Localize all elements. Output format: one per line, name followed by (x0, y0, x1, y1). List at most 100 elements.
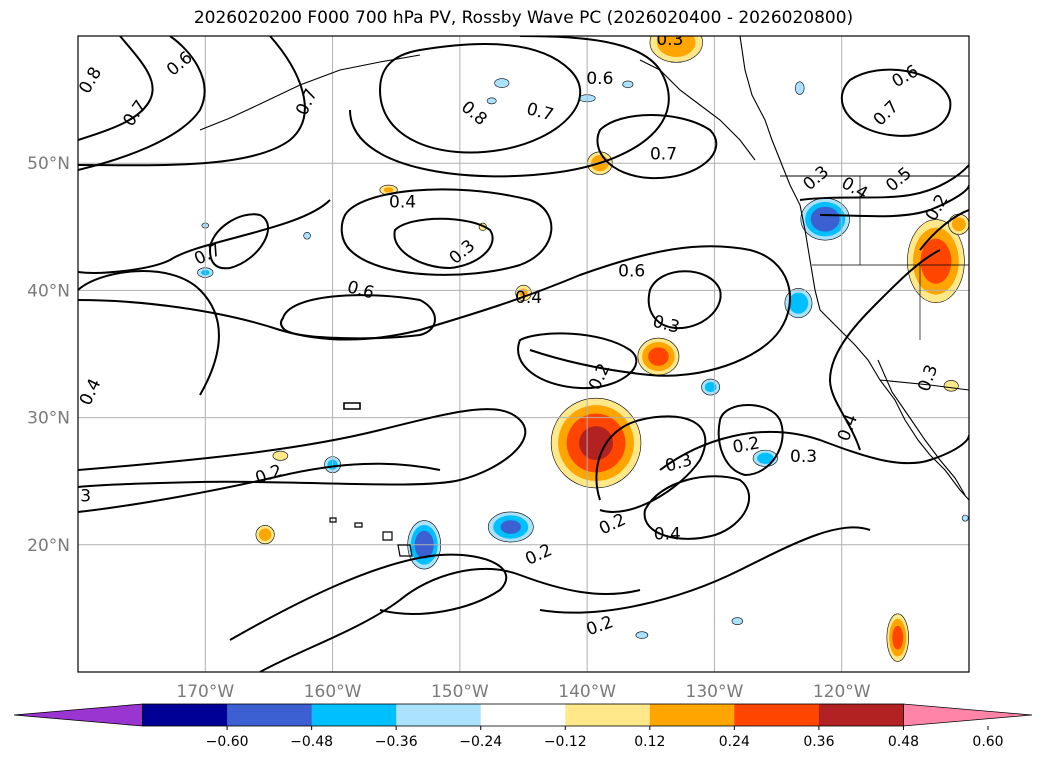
pv-contour-label: 3 (80, 486, 91, 506)
pv-contour-0p6-mid (78, 199, 331, 274)
colorbar-tick-label: −0.60 (206, 734, 249, 750)
pv-contour-0p5-northeast (799, 164, 969, 201)
pv-contour-label: 0.3 (650, 312, 681, 338)
pv-contour-0p4-northeast (819, 184, 969, 218)
pc-blob-29-level-0 (486, 97, 497, 105)
pv-contour-label: 0.7 (524, 99, 555, 125)
lat-tick-label: 40°N (27, 281, 70, 301)
pv-contour-label: 0.3 (799, 162, 833, 195)
pv-contour-label: 0.7 (191, 240, 224, 270)
pv-contour-0p7-north (78, 36, 206, 171)
map-frame (77, 35, 970, 673)
pv-contour-label: 0.4 (76, 376, 106, 409)
pc-blob-13-level-2 (810, 206, 840, 232)
pc-blob-18-level-1 (704, 381, 717, 393)
pc-blob-25-level-0 (731, 617, 744, 626)
lat-tick-label: 50°N (27, 154, 70, 174)
pc-blob-10-level-1 (951, 217, 966, 232)
colorbar-outline (142, 703, 904, 727)
pv-contour-0p7-mid (349, 36, 670, 178)
grid-layer (78, 36, 969, 672)
colorbar-tick-label: 0.12 (634, 734, 665, 750)
pv-contour-label: 0.4 (389, 193, 416, 213)
pc-blob-16-level-2 (500, 520, 521, 534)
pc-fill-layer (197, 36, 969, 662)
colorbar-tick-label: −0.36 (375, 734, 418, 750)
pv-contour-0p6-ring-a (596, 114, 718, 180)
colorbar-segment (818, 704, 904, 726)
pv-contour-0p3-inner (393, 217, 494, 270)
pv-contour-0p4-ring-south (643, 475, 751, 540)
pc-blob-24-level-0 (794, 81, 805, 95)
pv-contour-label: 0.3 (914, 362, 942, 394)
pc-blob-3-level-1 (656, 36, 696, 58)
pv-contour-label: 0.4 (838, 173, 871, 204)
pc-blob-0-level-3 (579, 426, 614, 460)
pv-contour-0p4-west (78, 270, 220, 396)
border-us-mexico (879, 379, 969, 391)
pv-contour-label: 0.2 (253, 461, 285, 489)
coastline-baja (877, 359, 966, 496)
pv-contour-label: 0.5 (882, 163, 916, 196)
colorbar-segment (734, 704, 820, 726)
hawaii-islands (329, 517, 413, 557)
colorbar-segment (142, 704, 228, 726)
pv-contour-labels: 0.80.70.60.7 0.8 0.70.60.70.30.60.70.3 0.4 0… (75, 30, 953, 640)
colorbar-tick-label: 0.24 (719, 734, 750, 750)
pv-contour-label: 0.6 (586, 69, 613, 89)
colorbar-segment (565, 704, 651, 726)
colorbar-segment (649, 704, 735, 726)
pv-contour-0p3-long-east (659, 430, 969, 471)
pc-blob-14-level-1 (788, 292, 809, 314)
state-borders (812, 176, 969, 340)
pv-contour-label: 0.4 (834, 412, 862, 444)
pv-contour-0p6-north (78, 36, 306, 167)
pv-contour-label: 0.8 (75, 64, 106, 97)
colorbar-tick-label: −0.24 (459, 734, 502, 750)
colorbar-extend-min (13, 703, 143, 727)
pc-blob-1-level-2 (648, 347, 669, 366)
pv-contour-label: 0.2 (596, 510, 629, 540)
pv-contour-0p2-trough (595, 415, 707, 513)
pv-contour-label: 0.4 (515, 288, 542, 308)
pv-contour-0p6-long (78, 245, 791, 377)
pv-contour-label: 0.2 (922, 191, 953, 224)
pv-contour-0p2-northeast (919, 209, 969, 251)
pv-contour-0p3-east-ring (647, 270, 722, 330)
pv-contour-label: 0.4 (654, 525, 681, 545)
pv-contour-label: 0.7 (870, 97, 903, 130)
pc-blob-26-level-0 (635, 631, 649, 639)
pc-blob-7-level-0 (272, 450, 289, 461)
pv-contour-0p3-south (78, 408, 527, 488)
pc-blob-9-level-2 (920, 238, 952, 284)
lat-tick-label: 20°N (27, 536, 70, 556)
colorbar-extend-max (903, 703, 1033, 727)
pc-blob-30-level-0 (961, 514, 969, 522)
longitude-tick-labels: 170°W 160°W 150°W 140°W 130°W 120°W (176, 682, 870, 702)
pv-contour-0p4-east-vert (828, 249, 941, 451)
pv-contour-label: 0.8 (457, 97, 491, 130)
pv-contour-0p2-far-south (229, 553, 508, 641)
pc-blob-23-level-0 (622, 80, 634, 89)
lon-tick-label: 150°W (431, 682, 489, 702)
colorbar-tick-label: 0.36 (803, 734, 834, 750)
pv-contour-label: 0.7 (292, 86, 322, 119)
pc-blob-8-level-1 (258, 528, 272, 541)
pv-contour-label: 0.7 (119, 97, 151, 131)
lon-tick-label: 130°W (686, 682, 744, 702)
colorbar-tick-label: −0.12 (544, 734, 587, 750)
pv-contour-0p2-ring-south (717, 404, 784, 477)
pv-contour-label: 0.3 (656, 30, 683, 50)
pv-contour-0p7-ring (208, 213, 270, 270)
colorbar-tick-label: 0.60 (972, 734, 1003, 750)
pv-contour-0p2-mid (517, 332, 638, 390)
pv-contour-label: 0.2 (731, 433, 761, 457)
pc-blob-4-level-1 (383, 187, 394, 193)
lon-tick-label: 140°W (558, 682, 616, 702)
latitude-tick-labels: 20°N 30°N 40°N 50°N (27, 154, 70, 556)
pv-contour-0p4-band (340, 188, 553, 276)
colorbar-tick-label: 0.48 (888, 734, 919, 750)
pc-blob-11-level-0 (943, 380, 959, 392)
lon-tick-label: 120°W (813, 682, 871, 702)
